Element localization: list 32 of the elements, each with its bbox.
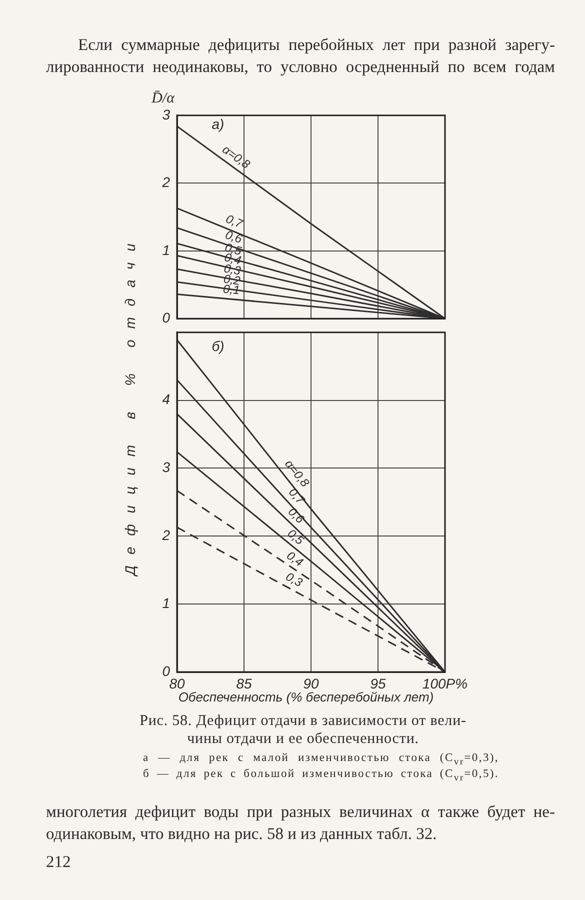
x-tick-label: 95 bbox=[370, 675, 386, 692]
y-tick-label: 3 bbox=[162, 106, 170, 122]
x-tick-label: 100P% bbox=[422, 675, 468, 692]
y-tick-label: 0 bbox=[162, 309, 170, 326]
y-tick-label: 3 bbox=[162, 459, 170, 476]
x-tick-label: 90 bbox=[303, 675, 319, 692]
text: а — для рек с малой изменчивостью стока (C$_{vr}$=0,3), bbox=[143, 752, 499, 768]
text: Рис. 58. Дефицит отдачи в зависимости от вели- bbox=[140, 712, 466, 730]
y-tick-label: 1 bbox=[162, 594, 170, 611]
text: 212 bbox=[46, 851, 71, 873]
text: 0,4 bbox=[284, 548, 306, 570]
chart-title: а) bbox=[212, 116, 224, 132]
text: одинаковым, что видно на рис. 58 и из данных табл. 32. bbox=[46, 823, 437, 845]
text: 0,7 bbox=[224, 212, 246, 232]
y-tick-label: 2 bbox=[161, 527, 170, 544]
text: Если суммарные дефициты перебойных лет при разной зарегу- bbox=[78, 34, 555, 56]
text: лированности неодинаковы, то условно осредненный по всем годам bbox=[46, 56, 555, 78]
y-tick-label: 4 bbox=[162, 391, 170, 408]
y-axis-title: D̄/α bbox=[152, 90, 174, 108]
text: 0,5 bbox=[284, 526, 307, 548]
y-tick-label: 2 bbox=[161, 174, 170, 190]
y-tick-label: 0 bbox=[162, 662, 170, 679]
chart-title: б) bbox=[212, 338, 224, 354]
x-axis-title: Обеспеченность (% бесперебойных лет) bbox=[178, 690, 434, 704]
x-tick-label: 85 bbox=[236, 675, 252, 692]
text: чины отдачи и ее обеспеченности. bbox=[187, 730, 419, 748]
y-tick-label: 1 bbox=[162, 242, 170, 258]
text: б — для рек с большой изменчивостью стока (C$_{vr}$=0,5). bbox=[143, 767, 499, 786]
text: 0,3 bbox=[283, 569, 306, 590]
x-tick-label: 80 bbox=[169, 675, 185, 692]
text: многолетия дефицит воды при разных величинах α также будет не- bbox=[46, 801, 555, 823]
y-axis-title: Дефицит в % отдачи bbox=[122, 232, 138, 576]
